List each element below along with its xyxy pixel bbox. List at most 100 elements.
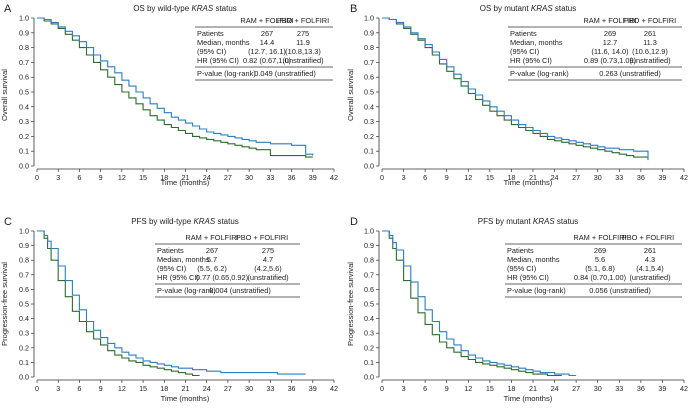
hr-note: (unstratified) <box>282 56 323 65</box>
hr-value: 0.89 (0.73,1.09) <box>584 56 636 65</box>
y-ticks: 0.0 0.1 0.2 0.3 0.4 0.5 0.6 0.7 0.8 0.9 1.0 <box>19 14 34 171</box>
y-tick-label: 0.7 <box>19 270 29 279</box>
x-tick-label: 42 <box>330 384 338 393</box>
x-tick-label: 30 <box>594 384 602 393</box>
x-axis-label: Time (months) <box>504 178 553 187</box>
x-tick-label: 15 <box>139 384 147 393</box>
y-ticks: 0.0 0.1 0.2 0.3 0.4 0.5 0.6 0.7 0.8 0.9 1.0 <box>364 14 379 171</box>
ram-folfiri-curve <box>37 17 314 156</box>
x-tick-label: 30 <box>594 173 602 182</box>
panel-letter: B <box>350 3 357 15</box>
stats-table: RAM + FOLFIRI PBO + FOLFIRI Patients 269… <box>508 16 682 81</box>
x-tick-label: 3 <box>56 173 60 182</box>
stats-table: RAM + FOLFIRI PBO + FOLFIRI Patients 269… <box>505 233 682 298</box>
row-label-ci: (95% CI) <box>197 47 226 56</box>
row-label-ci: (95% CI) <box>507 264 536 273</box>
median-pbo: 11.9 <box>296 38 310 47</box>
x-tick-label: 21 <box>529 173 537 182</box>
y-tick-label: 0.0 <box>364 162 374 171</box>
x-tick-label: 27 <box>224 384 232 393</box>
y-ticks: 0.0 0.1 0.2 0.3 0.4 0.5 0.6 0.7 0.8 0.9 1.0 <box>19 227 34 382</box>
panel-letter: C <box>4 216 12 228</box>
patients-ram: 269 <box>604 29 616 38</box>
y-tick-label: 0.5 <box>19 300 29 309</box>
row-label-patients: Patients <box>507 246 534 255</box>
patients-pbo: 261 <box>644 246 656 255</box>
panel-b: B OS by mutant KRAS status Overall survi… <box>346 3 688 187</box>
x-tick-label: 33 <box>615 173 623 182</box>
row-label-p: P-value (log-rank) <box>507 286 566 295</box>
ci-pbo: (10.6,12.9) <box>632 47 668 56</box>
y-tick-label: 0.4 <box>364 314 374 323</box>
x-tick-label: 21 <box>182 384 190 393</box>
x-tick-label: 6 <box>77 384 81 393</box>
row-label-patients: Patients <box>510 29 537 38</box>
y-tick-label: 1.0 <box>19 227 29 236</box>
ram-folfiri-curve <box>37 230 306 375</box>
row-label-hr: HR (95% CI) <box>197 56 239 65</box>
x-ticks: 0 3 6 9 12 15 18 21 24 27 30 33 36 39 42 <box>380 169 688 182</box>
col-header-pbo: PBO + FOLFIRI <box>236 233 288 242</box>
x-tick-label: 3 <box>402 384 406 393</box>
pbo-folfiri-curve <box>382 230 562 377</box>
x-axis-label: Time (months) <box>161 178 210 187</box>
y-tick-label: 0.6 <box>364 73 374 82</box>
col-header-ram: RAM + FOLFIRI <box>185 233 238 242</box>
x-tick-label: 36 <box>637 384 645 393</box>
x-ticks: 0 3 6 9 12 15 18 21 24 27 30 33 36 39 42 <box>35 380 338 393</box>
stats-table: RAM + FOLFIRI PBO + FOLFIRI Patients 267… <box>155 233 300 298</box>
x-tick-label: 18 <box>160 384 168 393</box>
x-tick-label: 30 <box>245 173 253 182</box>
ci-pbo: (10.8,13.3) <box>285 47 321 56</box>
panel-a: A OS by wild-type KRAS status Overall su… <box>0 3 338 187</box>
y-tick-label: 0.8 <box>364 256 374 265</box>
y-tick-label: 0.6 <box>19 285 29 294</box>
x-tick-label: 12 <box>118 173 126 182</box>
y-tick-label: 0.3 <box>19 117 29 126</box>
y-tick-label: 0.8 <box>19 43 29 52</box>
pbo-folfiri-curve <box>37 17 313 158</box>
row-label-p: P-value (log-rank) <box>157 286 216 295</box>
x-tick-label: 6 <box>77 173 81 182</box>
x-tick-label: 39 <box>309 384 317 393</box>
y-axis-label: Progression-free survival <box>0 262 9 346</box>
y-tick-label: 0.2 <box>19 132 29 141</box>
row-label-hr: HR (95% CI) <box>507 273 549 282</box>
y-tick-label: 0.3 <box>364 329 374 338</box>
hr-note: (unstratified) <box>629 56 670 65</box>
ci-ram: (11.6, 14.0) <box>591 47 628 56</box>
p-value: 0.004 (unstratified) <box>209 286 271 295</box>
x-tick-label: 18 <box>507 384 515 393</box>
median-pbo: 11.3 <box>643 38 657 47</box>
x-tick-label: 0 <box>35 173 39 182</box>
row-label-patients: Patients <box>197 29 224 38</box>
panel-letter: A <box>4 3 12 15</box>
panel-letter: D <box>350 216 358 228</box>
row-label-median: Median, months <box>157 255 210 264</box>
y-tick-label: 0.4 <box>19 102 29 111</box>
row-label-p: P-value (log-rank) <box>510 69 569 78</box>
hr-value: 0.84 (0.70,1.00) <box>574 273 626 282</box>
panel-title: OS by mutant KRAS status <box>480 4 577 13</box>
ram-folfiri-curve <box>382 230 577 377</box>
x-axis-label: Time (months) <box>161 394 210 403</box>
x-tick-label: 42 <box>330 173 338 182</box>
y-ticks: 0.0 0.1 0.2 0.3 0.4 0.5 0.6 0.7 0.8 0.9 1.0 <box>364 227 379 382</box>
y-tick-label: 1.0 <box>364 227 374 236</box>
x-tick-label: 21 <box>182 173 190 182</box>
x-ticks: 0 3 6 9 12 15 18 21 24 27 30 33 36 39 42 <box>35 169 338 182</box>
x-tick-label: 39 <box>658 173 666 182</box>
y-tick-label: 0.5 <box>364 88 374 97</box>
y-tick-label: 0.0 <box>364 373 374 382</box>
x-tick-label: 27 <box>572 384 580 393</box>
x-tick-label: 12 <box>464 384 472 393</box>
y-tick-label: 0.1 <box>19 358 29 367</box>
ci-pbo: (4.1,5.4) <box>636 264 664 273</box>
x-tick-label: 9 <box>445 173 449 182</box>
x-tick-label: 24 <box>551 384 559 393</box>
ci-ram: (5.1, 6.8) <box>585 264 615 273</box>
x-tick-label: 27 <box>224 173 232 182</box>
col-header-ram: RAM + FOLFIRI <box>583 16 636 25</box>
x-tick-label: 33 <box>266 384 274 393</box>
x-tick-label: 0 <box>380 384 384 393</box>
